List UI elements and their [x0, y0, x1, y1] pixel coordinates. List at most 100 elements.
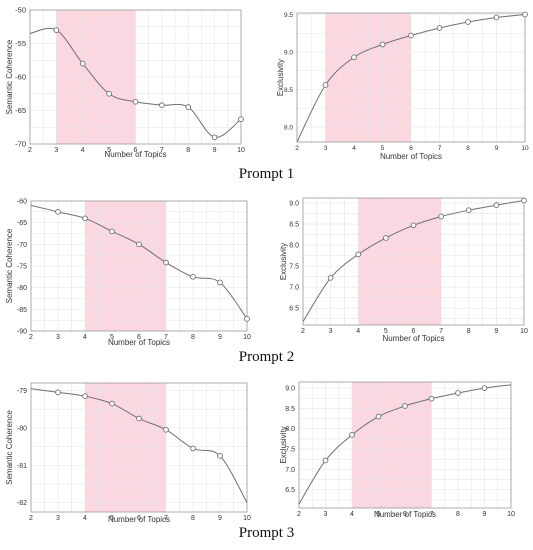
y-tick-label: 9.0	[285, 386, 295, 393]
data-point	[351, 54, 357, 61]
x-tick-label: 6	[134, 147, 138, 154]
x-tick-label: 6	[412, 328, 416, 335]
x-axis-label: Number of Topics	[380, 152, 442, 161]
x-tick-label: 7	[430, 511, 434, 518]
data-point	[55, 389, 61, 396]
x-tick-label: 8	[186, 147, 190, 154]
x-tick-label: 6	[403, 511, 407, 518]
y-tick-label: 7.0	[285, 467, 295, 474]
y-tick-label: 9.0	[289, 201, 299, 208]
x-tick-label: 3	[56, 334, 60, 341]
data-point	[481, 385, 488, 391]
x-tick-label: 8	[467, 328, 471, 335]
x-tick-label: 7	[438, 145, 442, 152]
x-tick-label: 4	[83, 334, 87, 341]
plot-frame	[30, 200, 248, 332]
x-tick-label: 7	[160, 147, 164, 154]
x-axis-label: Number of Topics	[108, 338, 170, 347]
data-point	[53, 27, 60, 33]
chart-3: 2 3 4 5 6 7 8 9 10 -90 -85 -80 -75 -70 -65 -60 Number of…	[5, 199, 251, 348]
data-point	[136, 415, 142, 422]
data-point	[163, 426, 169, 433]
x-tick-label: 3	[56, 515, 60, 522]
plot-frame	[29, 9, 242, 145]
data-point	[493, 14, 500, 21]
x-tick-label: 2	[29, 334, 33, 341]
x-tick-label: 3	[329, 328, 333, 335]
y-tick-label: -55	[15, 39, 26, 48]
chart-5: 2 3 4 5 6 7 8 9 10 -82 -81 -80 -79 Number of Topics Se…	[5, 382, 251, 524]
x-tick-label: 4	[352, 145, 356, 152]
x-tick-label: 8	[466, 145, 470, 152]
data-point	[106, 90, 112, 97]
x-tick-label: 10	[521, 145, 529, 152]
x-axis-label: Number of Topics	[374, 510, 436, 519]
y-tick-label: -75	[17, 264, 27, 271]
y-tick-label: 8.0	[284, 125, 293, 132]
x-tick-label: 10	[507, 511, 515, 518]
y-tick-label: -65	[15, 106, 26, 115]
x-tick-label: 3	[54, 147, 58, 154]
x-tick-label: 7	[164, 334, 168, 341]
y-axis-label: Semantic Coherence	[5, 228, 14, 303]
y-axis-label: Exclusivity	[279, 243, 288, 280]
data-point	[82, 215, 88, 222]
data-point	[522, 11, 528, 18]
y-tick-label: -85	[17, 307, 27, 314]
x-tick-label: 8	[456, 511, 460, 518]
y-tick-label: -70	[15, 140, 26, 149]
x-tick-label: 2	[29, 515, 33, 522]
data-point	[322, 82, 329, 88]
x-tick-label: 8	[191, 334, 195, 341]
x-tick-label: 2	[295, 145, 299, 152]
plot-frame	[30, 382, 248, 513]
data-point	[109, 228, 115, 235]
x-tick-label: 10	[520, 328, 528, 335]
data-point	[408, 32, 414, 39]
x-tick-label: 5	[384, 328, 388, 335]
x-tick-label: 4	[350, 511, 354, 518]
plot-frame	[296, 12, 526, 143]
data-point	[190, 273, 196, 280]
data-point	[132, 98, 139, 105]
caption-prompt-2: Prompt 2	[238, 349, 295, 365]
data-point	[159, 102, 165, 108]
caption-prompt-3: Prompt 3	[238, 525, 295, 541]
x-tick-label: 2	[301, 328, 305, 335]
y-tick-label: -60	[15, 73, 26, 82]
data-point	[375, 413, 382, 420]
x-axis-label: Number of Topics	[104, 150, 166, 159]
chart-2: 2 3 4 5 6 7 8 9 10 8.0 8.5 9.0 9.5 Number of Topics Ex…	[276, 11, 529, 161]
y-tick-label: -79	[17, 388, 27, 395]
x-tick-label: 5	[107, 147, 111, 154]
x-tick-label: 4	[356, 328, 360, 335]
y-tick-label: 8.5	[285, 406, 295, 413]
chart-4: 2 3 4 5 6 7 8 9 10 6.5 7.0 7.5 8.0 8.5 9.0 Number of To…	[279, 197, 528, 343]
data-point	[185, 104, 192, 111]
x-tick-label: 5	[377, 511, 381, 518]
x-tick-label: 10	[243, 515, 251, 522]
data-point	[438, 213, 444, 220]
data-point	[217, 453, 223, 459]
y-tick-label: -50	[15, 6, 26, 15]
data-point	[465, 207, 472, 214]
data-point	[383, 235, 389, 241]
x-tick-label: 9	[483, 511, 487, 518]
x-axis-label: Number of Topics	[108, 515, 170, 524]
data-point	[322, 457, 329, 464]
y-tick-label: -65	[17, 220, 27, 227]
y-tick-label: 8.0	[289, 243, 299, 250]
x-tick-label: 5	[110, 515, 114, 522]
x-tick-label: 7	[164, 515, 168, 522]
y-axis-label: Semantic Coherence	[5, 39, 14, 114]
x-tick-label: 6	[137, 334, 141, 341]
data-point	[217, 279, 223, 286]
data-point	[349, 431, 355, 438]
x-tick-label: 2	[297, 511, 301, 518]
y-tick-label: 7.5	[289, 264, 299, 271]
data-point	[55, 208, 61, 215]
x-tick-label: 3	[324, 145, 328, 152]
caption-prompt-1: Prompt 1	[238, 166, 295, 182]
x-tick-label: 2	[28, 147, 32, 154]
